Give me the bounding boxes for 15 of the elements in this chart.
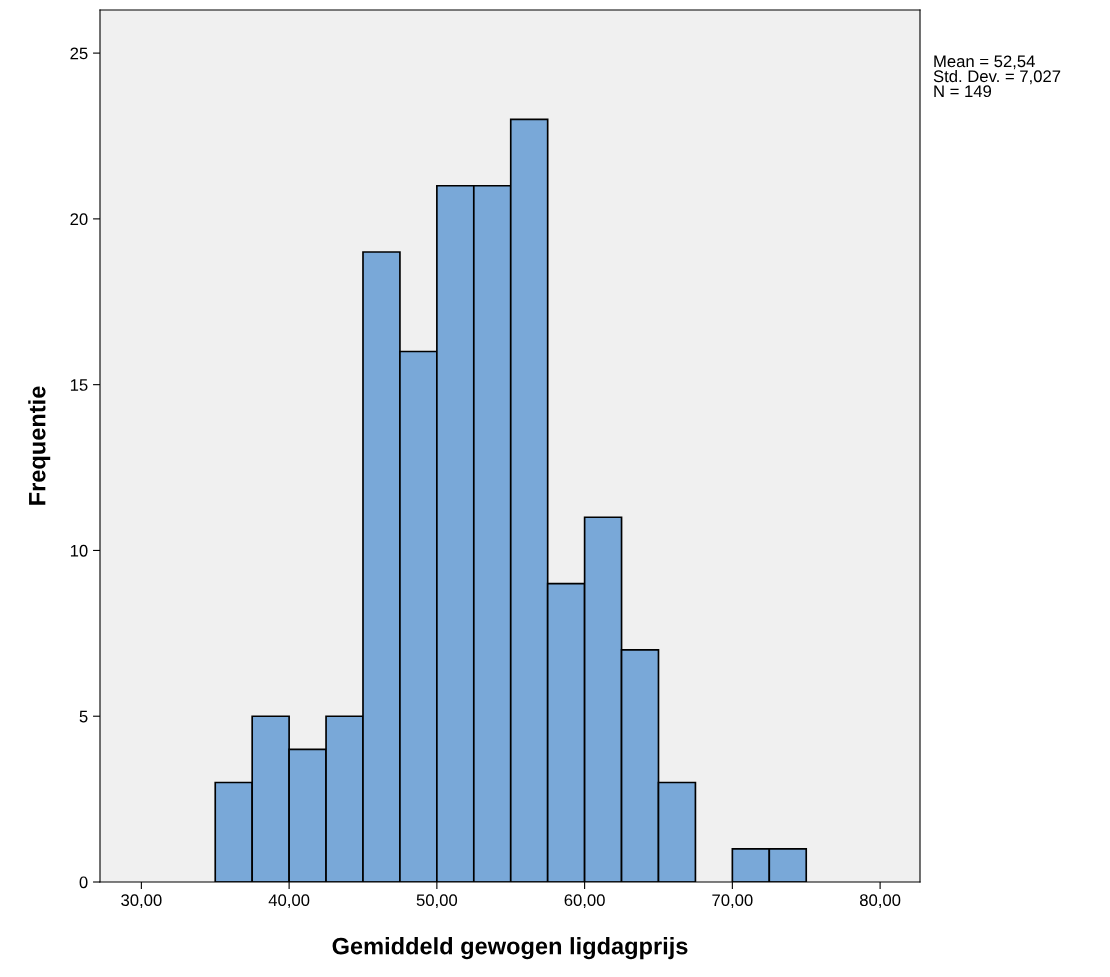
x-axis-title: Gemiddeld gewogen ligdagprijs [332,937,688,960]
x-tick-label: 80,00 [859,894,901,909]
y-tick-label: 0 [79,876,88,889]
x-tick-label: 70,00 [712,894,753,909]
y-axis-title: Frequentie [28,386,51,505]
y-tick-label: 15 [70,379,88,391]
x-tick-label: 50,00 [416,894,458,909]
x-tick-label: 30,00 [121,894,162,909]
x-tick-label: 60,00 [564,894,605,909]
y-tick-label: 25 [70,47,88,60]
y-tick-label: 5 [79,710,88,723]
y-tick-label: 10 [70,544,88,557]
text: Mean = 52,54 Std. Dev. = 7,027 N = 149 [933,55,1061,98]
y-tick-label: 20 [70,213,88,226]
x-tick-label: 40,00 [268,894,310,909]
